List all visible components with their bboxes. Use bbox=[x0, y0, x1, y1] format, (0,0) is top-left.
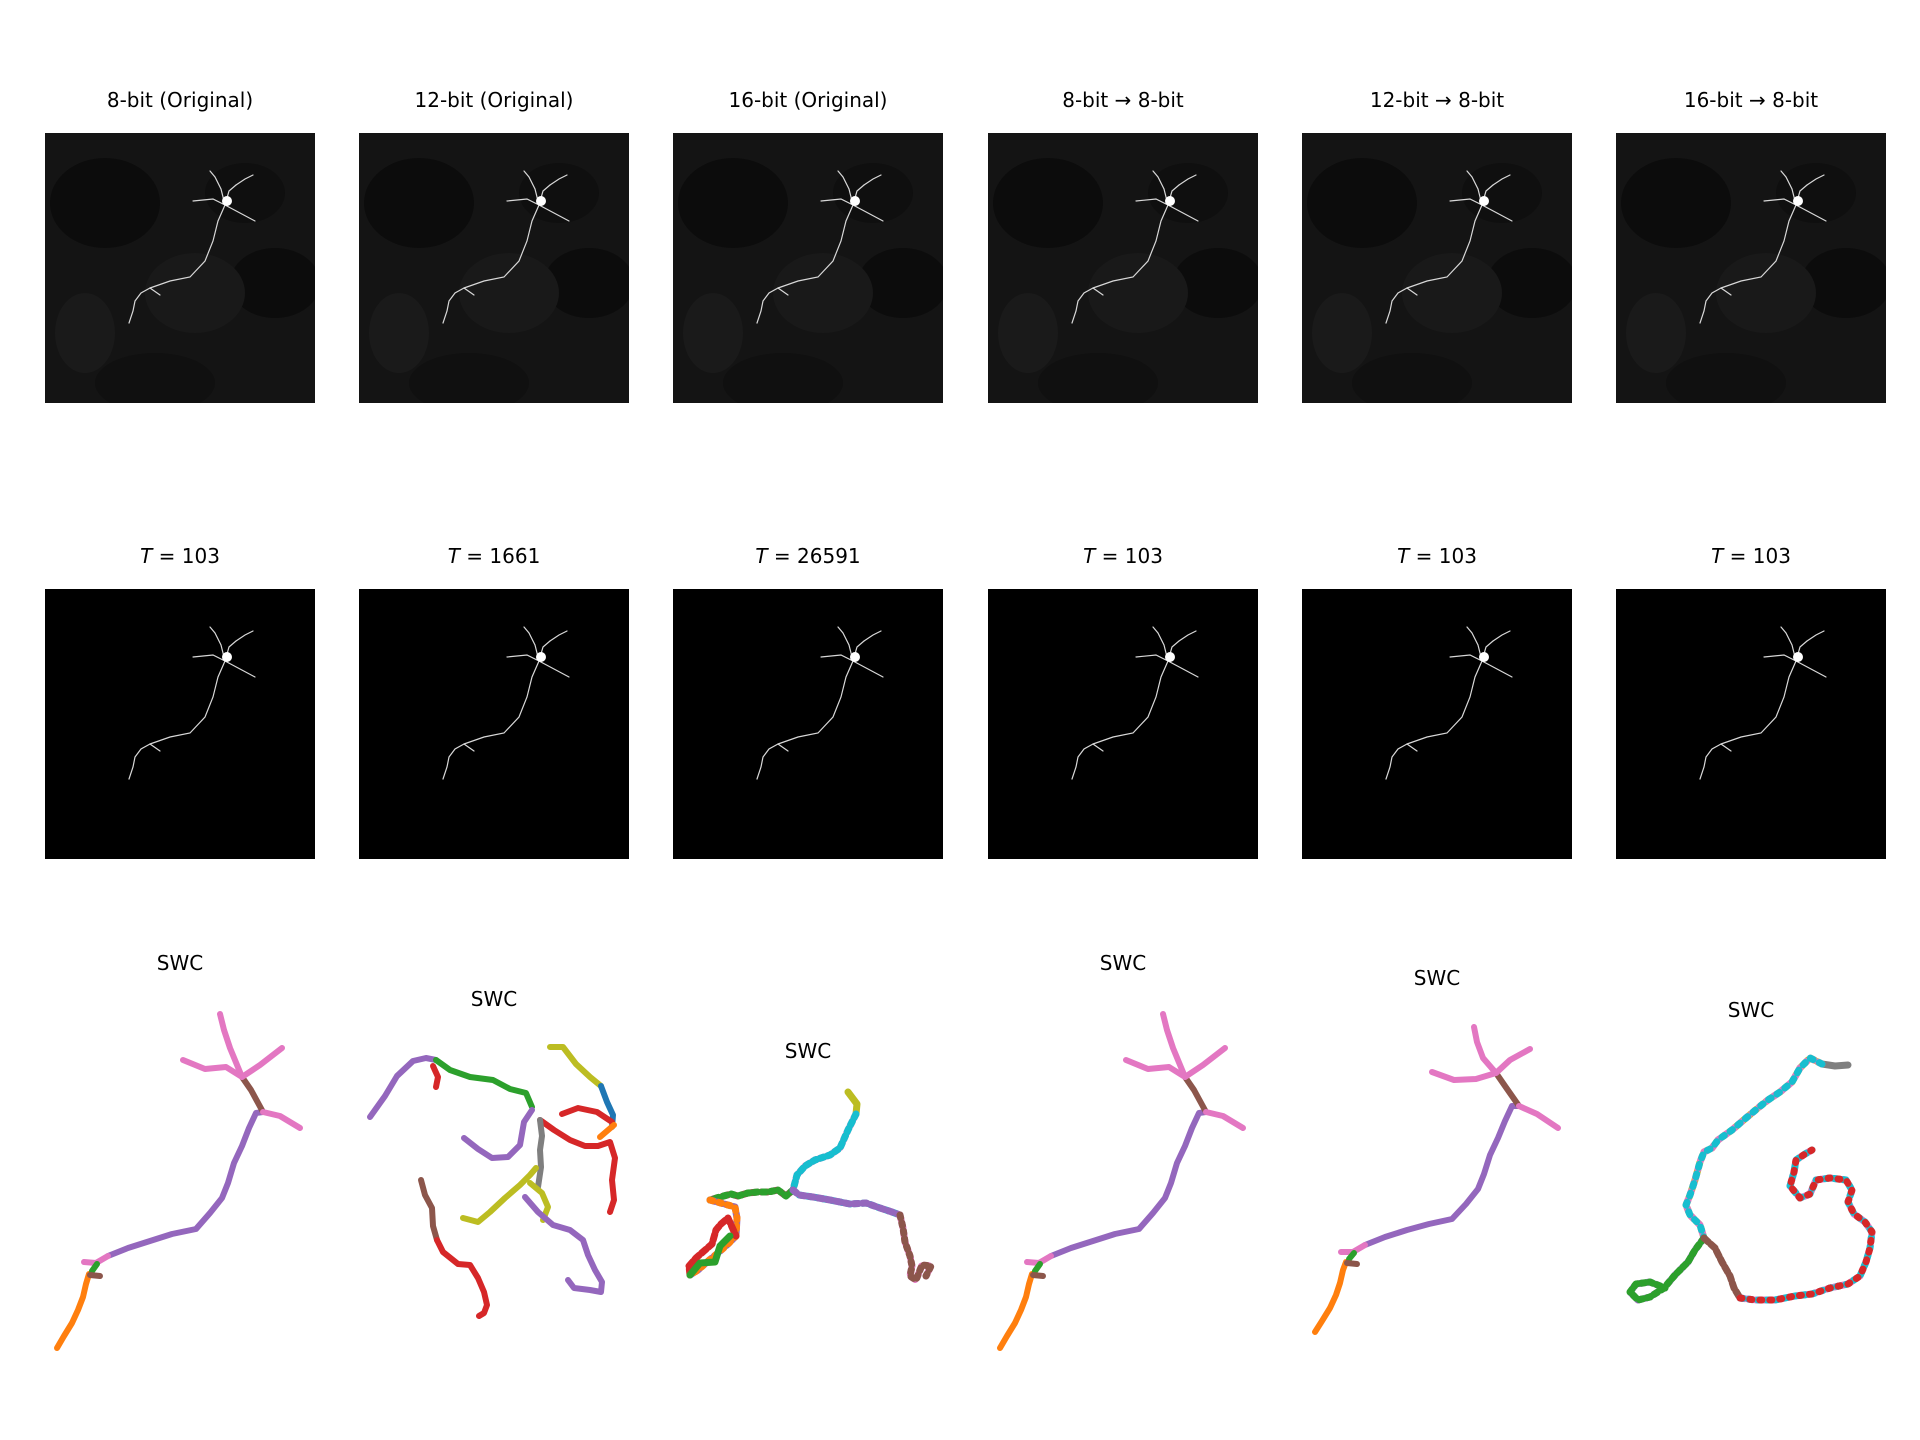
swc-branch-purple bbox=[1362, 1103, 1522, 1248]
swc-branch-purple bbox=[461, 1107, 535, 1161]
swc-trace-1 bbox=[54, 1011, 303, 1351]
swc-path bbox=[686, 1196, 741, 1279]
swc-path bbox=[1700, 1234, 1744, 1302]
swc-branch-pink bbox=[180, 1045, 285, 1080]
neuron-image-16bit-to-8bit bbox=[1616, 133, 1886, 403]
swc-branch-brown bbox=[1344, 1260, 1360, 1267]
threshold-title-5: T = 103 bbox=[1397, 544, 1477, 568]
swc-branch-purple bbox=[522, 1194, 605, 1295]
swc-title-5: SWC bbox=[1413, 966, 1461, 990]
swc-branch-red bbox=[559, 1105, 615, 1125]
swc-trace-4 bbox=[997, 1011, 1246, 1351]
swc-branch-pink bbox=[1471, 1024, 1499, 1076]
swc-branch-pink bbox=[217, 1011, 245, 1080]
panel-title-8bit-original: 8-bit (Original) bbox=[106, 88, 254, 112]
swc-path bbox=[1818, 1060, 1852, 1070]
swc-branch-brown bbox=[1182, 1074, 1209, 1115]
swc-branch-orange bbox=[597, 1122, 617, 1140]
threshold-title-1: T = 103 bbox=[140, 544, 220, 568]
swc-path bbox=[789, 1110, 860, 1194]
thresholded-image-6 bbox=[1616, 589, 1886, 859]
swc-branch-olive bbox=[460, 1165, 539, 1225]
swc-branch-brown bbox=[418, 1177, 440, 1243]
thresholded-image-4 bbox=[988, 589, 1258, 859]
swc-title-3: SWC bbox=[784, 1039, 832, 1063]
neuron-image-16bit-original bbox=[673, 133, 943, 403]
swc-path bbox=[685, 1214, 740, 1279]
swc-branch-pink bbox=[1203, 1109, 1246, 1131]
swc-path bbox=[686, 1232, 734, 1279]
swc-path bbox=[706, 1186, 797, 1204]
swc-path bbox=[1736, 1146, 1876, 1304]
swc-trace-3 bbox=[685, 1088, 935, 1284]
threshold-title-3: T = 26591 bbox=[755, 544, 861, 568]
swc-branch-brown bbox=[1030, 1272, 1046, 1279]
swc-branch-pink bbox=[260, 1109, 303, 1131]
threshold-title-6: T = 103 bbox=[1711, 544, 1791, 568]
swc-branch-olive bbox=[547, 1044, 604, 1089]
panel-title-8bit-to-8bit: 8-bit → 8-bit bbox=[1062, 88, 1184, 112]
swc-path bbox=[1626, 1234, 1708, 1304]
swc-title-2: SWC bbox=[470, 987, 518, 1011]
neuron-image-12bit-to-8bit bbox=[1302, 133, 1572, 403]
swc-branch-pink bbox=[1160, 1011, 1188, 1080]
swc-branch-pink bbox=[1123, 1045, 1228, 1080]
swc-branch-brown bbox=[87, 1272, 103, 1279]
panel-title-16bit-original: 16-bit (Original) bbox=[728, 88, 888, 112]
panel-title-12bit-to-8bit: 12-bit → 8-bit bbox=[1369, 88, 1505, 112]
swc-branch-brown bbox=[1493, 1070, 1522, 1109]
swc-trace-6 bbox=[1626, 1054, 1876, 1304]
swc-branch-red bbox=[430, 1063, 441, 1090]
swc-branch-green bbox=[1032, 1261, 1043, 1274]
swc-branch-purple bbox=[367, 1055, 439, 1120]
swc-title-1: SWC bbox=[156, 951, 204, 975]
swc-branch-green bbox=[433, 1057, 535, 1110]
neuron-image-8bit-to-8bit bbox=[988, 133, 1258, 403]
swc-branch-orange bbox=[997, 1271, 1035, 1351]
thresholded-image-3 bbox=[673, 589, 943, 859]
swc-branch-orange bbox=[1312, 1259, 1349, 1335]
swc-branch-green bbox=[1346, 1250, 1357, 1262]
threshold-title-2: T = 1661 bbox=[447, 544, 541, 568]
swc-trace-5 bbox=[1312, 1024, 1561, 1335]
swc-branch-olive bbox=[527, 1180, 551, 1223]
panel-title-16bit-to-8bit: 16-bit → 8-bit bbox=[1683, 88, 1819, 112]
swc-title-4: SWC bbox=[1099, 951, 1147, 975]
thresholded-image-2 bbox=[359, 589, 629, 859]
swc-path bbox=[896, 1211, 935, 1284]
neuron-image-12bit-original bbox=[359, 133, 629, 403]
panel-title-12bit-original: 12-bit (Original) bbox=[414, 88, 574, 112]
threshold-title-4: T = 103 bbox=[1083, 544, 1163, 568]
swc-branch-purple bbox=[105, 1109, 266, 1259]
swc-branch-purple bbox=[1048, 1109, 1209, 1259]
swc-branch-pink bbox=[1429, 1046, 1533, 1083]
swc-path bbox=[789, 1110, 860, 1194]
swc-branch-pink bbox=[1516, 1103, 1561, 1131]
neuron-image-8bit-original bbox=[45, 133, 315, 403]
swc-branch-orange bbox=[54, 1271, 92, 1351]
swc-branch-green bbox=[89, 1261, 100, 1274]
swc-branch-red bbox=[537, 1117, 618, 1215]
swc-trace-2 bbox=[367, 1044, 618, 1319]
swc-path bbox=[789, 1186, 904, 1219]
thresholded-image-5 bbox=[1302, 589, 1572, 859]
swc-branch-brown bbox=[239, 1074, 266, 1115]
swc-path bbox=[1682, 1054, 1826, 1242]
swc-branch-gray bbox=[535, 1117, 545, 1190]
thresholded-image-1 bbox=[45, 589, 315, 859]
swc-title-6: SWC bbox=[1727, 998, 1775, 1022]
swc-path bbox=[1736, 1146, 1876, 1304]
swc-branch-red bbox=[434, 1237, 490, 1319]
